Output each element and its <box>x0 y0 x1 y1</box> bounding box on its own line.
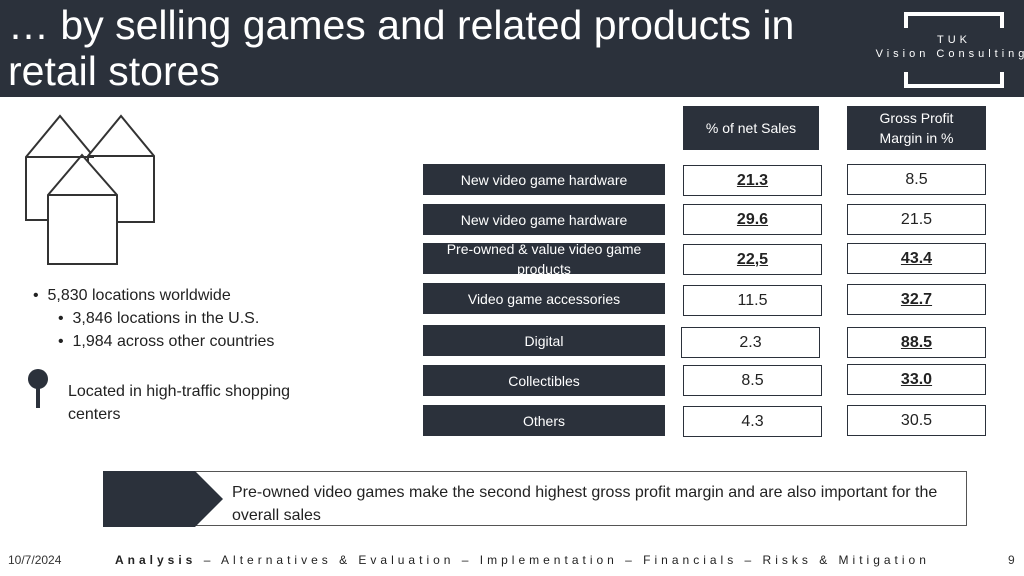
cell: 11.5 <box>683 285 822 316</box>
cell: 8.5 <box>683 365 822 396</box>
column-header: Gross Profit Margin in % <box>847 106 986 150</box>
bullet-sub: • 3,846 locations in the U.S. <box>58 310 260 327</box>
page-number: 9 <box>1008 553 1015 567</box>
row-label: New video game hardware <box>423 164 665 195</box>
cell: 4.3 <box>683 406 822 437</box>
slide-title: … by selling games and related products … <box>8 2 795 94</box>
bullet-sub: • 1,984 across other countries <box>58 333 275 350</box>
cell: 88.5 <box>847 327 986 358</box>
row-label: Collectibles <box>423 365 665 396</box>
logo-name: TUK <box>937 34 971 46</box>
logo-subtitle: Vision Consulting <box>875 48 1024 60</box>
cell: 30.5 <box>847 405 986 436</box>
row-label: New video game hardware <box>423 204 665 235</box>
nav-rest: – Alternatives & Evaluation – Implementa… <box>203 553 930 567</box>
bullet-main: • 5,830 locations worldwide <box>33 287 231 304</box>
callout-text: Pre-owned video games make the second hi… <box>232 484 938 524</box>
nav-current: Analysis <box>115 553 197 567</box>
row-label: Others <box>423 405 665 436</box>
cell: 2.3 <box>681 327 820 358</box>
text: 5,830 locations worldwide <box>47 287 231 304</box>
text: 1,984 across other countries <box>72 333 275 350</box>
cell: 43.4 <box>847 243 986 274</box>
footer-nav: Analysis – Alternatives & Evaluation – I… <box>115 553 926 567</box>
callout-arrow <box>103 471 223 527</box>
column-header: % of net Sales <box>683 106 819 150</box>
cell: 29.6 <box>683 204 822 235</box>
cell: 21.3 <box>683 165 822 196</box>
cell: 32.7 <box>847 284 986 315</box>
row-label: Digital <box>423 325 665 356</box>
placement-text: Located in high-traffic shopping centers <box>68 383 291 423</box>
text: 3,846 locations in the U.S. <box>72 310 260 327</box>
cell: 22,5 <box>683 244 822 275</box>
stores-icon <box>25 114 155 265</box>
footer-date: 10/7/2024 <box>8 553 62 567</box>
cell: 21.5 <box>847 204 986 235</box>
row-label: Video game accessories <box>423 283 665 314</box>
cell: 33.0 <box>847 364 986 395</box>
logo-frame <box>904 12 1004 88</box>
cell: 8.5 <box>847 164 986 195</box>
row-label: Pre-owned & value video game products <box>423 241 665 277</box>
pin-icon <box>28 369 48 408</box>
header <box>0 0 1024 97</box>
